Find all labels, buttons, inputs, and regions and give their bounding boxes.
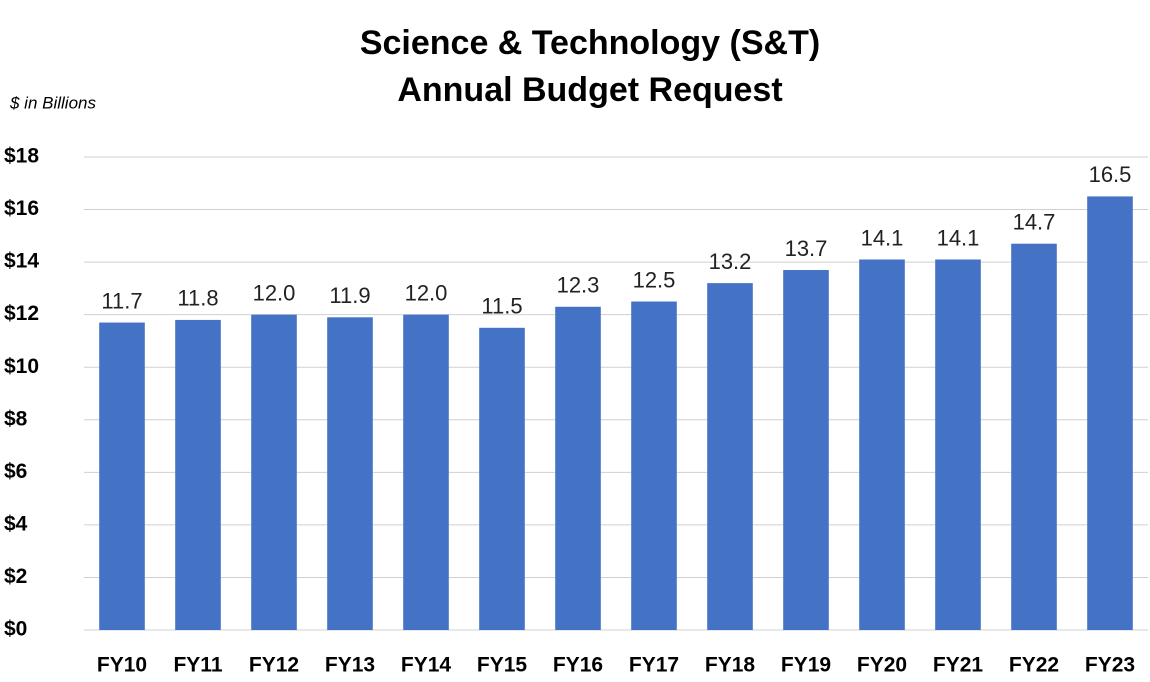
bar: [631, 301, 677, 630]
y-tick-label: $16: [4, 197, 39, 220]
data-label: 12.0: [253, 280, 296, 305]
x-tick-label: FY14: [401, 654, 452, 677]
bar: [99, 322, 145, 630]
bar: [859, 259, 905, 630]
data-label: 16.5: [1089, 162, 1132, 187]
bar: [479, 327, 525, 630]
x-tick-label: FY22: [1009, 654, 1059, 677]
bar: [251, 314, 297, 630]
x-tick-label: FY12: [249, 654, 299, 677]
y-tick-label: $10: [4, 355, 39, 378]
x-tick-label: FY23: [1085, 654, 1135, 677]
y-tick-label: $0: [4, 618, 27, 641]
x-tick-label: FY20: [857, 654, 907, 677]
data-label: 12.3: [557, 273, 600, 298]
data-label: 12.0: [405, 280, 448, 305]
bar: [403, 314, 449, 630]
x-tick-label: FY13: [325, 654, 375, 677]
subtitle: $ in Billions: [9, 93, 96, 112]
y-tick-label: $2: [4, 565, 27, 588]
chart-title: Annual Budget Request: [397, 71, 782, 109]
bar: [1087, 196, 1133, 630]
x-tick-label: FY19: [781, 654, 831, 677]
x-tick-label: FY17: [629, 654, 679, 677]
bar: [707, 283, 753, 630]
chart-title: Science & Technology (S&T): [360, 24, 820, 62]
y-tick-label: $6: [4, 460, 27, 483]
x-tick-label: FY16: [553, 654, 603, 677]
bar: [1011, 243, 1057, 630]
y-tick-label: $12: [4, 302, 39, 325]
data-label: 14.1: [861, 225, 904, 250]
data-label: 11.7: [101, 288, 142, 313]
data-label: 12.5: [633, 267, 676, 292]
x-tick-label: FY10: [97, 654, 147, 677]
x-tick-label: FY21: [933, 654, 984, 677]
x-tick-label: FY15: [477, 654, 528, 677]
bar: [935, 259, 981, 630]
data-label: 13.7: [785, 236, 828, 261]
x-tick-label: FY18: [705, 654, 756, 677]
y-tick-label: $8: [4, 407, 28, 430]
data-label: 11.8: [177, 286, 218, 311]
data-label: 11.5: [481, 294, 522, 319]
y-tick-label: $4: [4, 512, 28, 535]
data-label: 14.1: [937, 225, 980, 250]
bar: [555, 306, 601, 630]
bar: [783, 269, 829, 630]
data-label: 11.9: [329, 283, 370, 308]
y-tick-label: $18: [4, 145, 39, 168]
y-tick-label: $14: [4, 250, 39, 273]
bar: [327, 317, 373, 630]
x-tick-label: FY11: [173, 654, 222, 677]
data-label: 13.2: [709, 249, 752, 274]
bar: [175, 319, 221, 630]
data-label: 14.7: [1013, 210, 1056, 235]
